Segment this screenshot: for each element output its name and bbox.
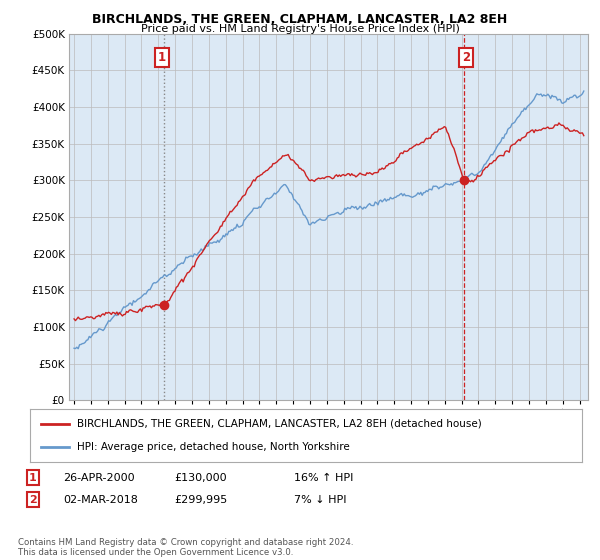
Text: BIRCHLANDS, THE GREEN, CLAPHAM, LANCASTER, LA2 8EH: BIRCHLANDS, THE GREEN, CLAPHAM, LANCASTE… — [92, 13, 508, 26]
Text: £299,995: £299,995 — [174, 494, 227, 505]
Text: 02-MAR-2018: 02-MAR-2018 — [63, 494, 138, 505]
Text: 7% ↓ HPI: 7% ↓ HPI — [294, 494, 347, 505]
Text: 26-APR-2000: 26-APR-2000 — [63, 473, 134, 483]
Text: Contains HM Land Registry data © Crown copyright and database right 2024.
This d: Contains HM Land Registry data © Crown c… — [18, 538, 353, 557]
Text: 2: 2 — [462, 50, 470, 64]
Text: 16% ↑ HPI: 16% ↑ HPI — [294, 473, 353, 483]
Text: BIRCHLANDS, THE GREEN, CLAPHAM, LANCASTER, LA2 8EH (detached house): BIRCHLANDS, THE GREEN, CLAPHAM, LANCASTE… — [77, 419, 482, 429]
Text: 1: 1 — [158, 50, 166, 64]
Text: HPI: Average price, detached house, North Yorkshire: HPI: Average price, detached house, Nort… — [77, 442, 350, 452]
Text: 1: 1 — [29, 473, 37, 483]
Text: £130,000: £130,000 — [174, 473, 227, 483]
Text: Price paid vs. HM Land Registry's House Price Index (HPI): Price paid vs. HM Land Registry's House … — [140, 24, 460, 34]
Text: 2: 2 — [29, 494, 37, 505]
